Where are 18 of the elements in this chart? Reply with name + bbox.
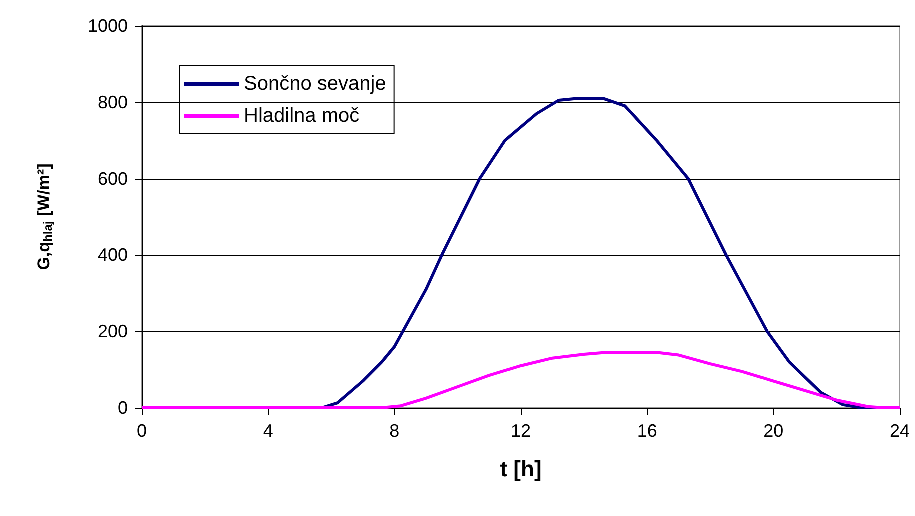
- line-series: [140, 351, 902, 410]
- y-tick-label: 0: [118, 398, 128, 418]
- y-tick-label: 200: [98, 322, 128, 342]
- x-tick-label: 0: [136, 421, 148, 441]
- y-axis-title: G,qhlaj [W/m²]: [34, 164, 55, 270]
- y-tick-label: 400: [98, 245, 128, 266]
- x-tick-label: 8: [390, 421, 400, 441]
- legend-label: Hladilna moč: [244, 105, 360, 127]
- x-axis-title: t [h]: [500, 456, 542, 482]
- x-tick-label: 12: [510, 421, 532, 441]
- x-tick-label: 24: [890, 421, 910, 441]
- x-tick-label: 16: [637, 421, 658, 441]
- y-tick-label: 800: [98, 92, 128, 112]
- x-tick-label: 4: [263, 421, 274, 441]
- x-tick-label: 20: [764, 421, 784, 441]
- legend-label: Sončno sevanje: [244, 73, 386, 95]
- y-tick-label: 600: [98, 168, 128, 189]
- y-tick-label: 1000: [88, 16, 128, 36]
